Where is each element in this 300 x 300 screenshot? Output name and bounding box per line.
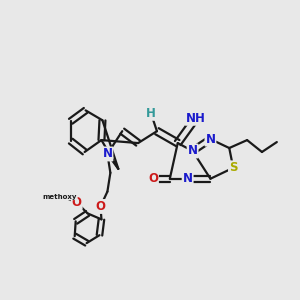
Text: O: O xyxy=(95,200,106,213)
Text: N: N xyxy=(206,133,215,146)
Text: O: O xyxy=(72,196,82,209)
Text: N: N xyxy=(102,148,112,160)
Text: N: N xyxy=(188,145,198,158)
Text: N: N xyxy=(183,172,193,185)
Text: S: S xyxy=(229,161,238,174)
Text: NH: NH xyxy=(186,112,206,125)
Text: methoxy: methoxy xyxy=(43,194,77,200)
Text: H: H xyxy=(146,107,156,120)
Text: O: O xyxy=(148,172,158,185)
